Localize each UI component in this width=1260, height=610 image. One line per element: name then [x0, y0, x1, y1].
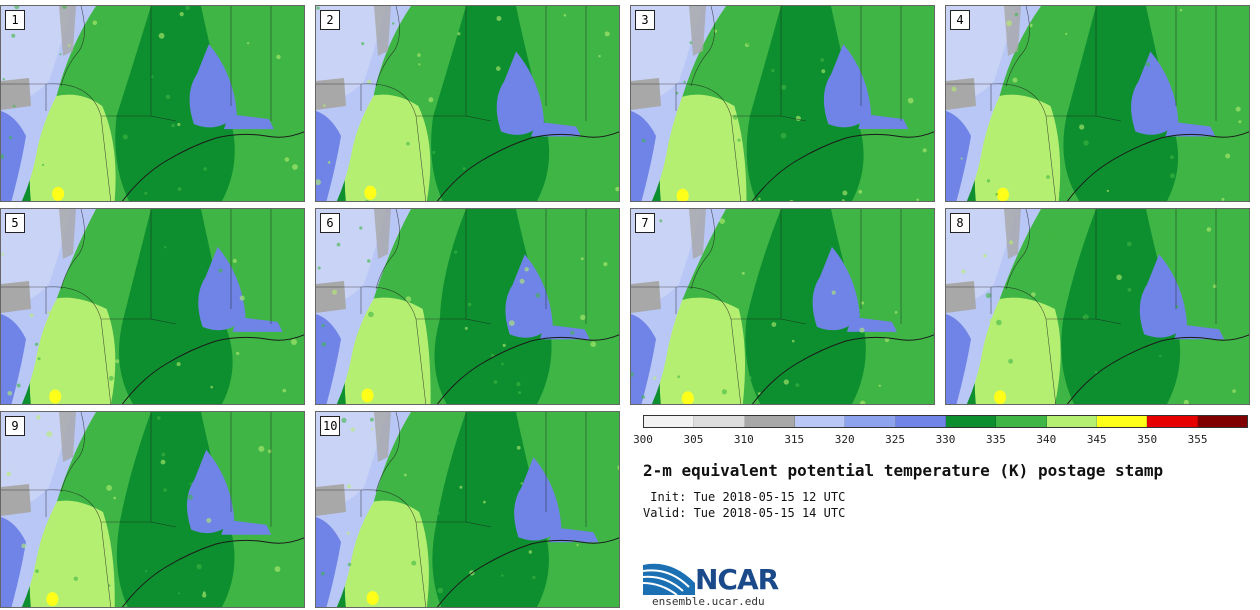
- member-map-panel: 7: [630, 208, 935, 405]
- colorbar-tick-label: 310: [733, 433, 754, 446]
- member-map-panel: 6: [315, 208, 620, 405]
- colorbar-segment: [945, 416, 997, 427]
- member-number-label: 6: [320, 213, 340, 233]
- member-map-panel: 2: [315, 5, 620, 202]
- member-number-label: 8: [950, 213, 970, 233]
- colorbar-tick-label: 320: [834, 433, 855, 446]
- colorbar-tick-label: 345: [1086, 433, 1107, 446]
- colorbar-segment: [1096, 416, 1148, 427]
- member-number-label: 1: [5, 10, 25, 30]
- member-map-panel: 10: [315, 411, 620, 608]
- colorbar-tick-label: 355: [1187, 433, 1208, 446]
- member-number-label: 4: [950, 10, 970, 30]
- colorbar-segment: [895, 416, 946, 427]
- colorbar-tick-label: 340: [1036, 433, 1057, 446]
- colorbar-segment: [1197, 416, 1247, 427]
- member-map-panel: 9: [0, 411, 305, 608]
- colorbar-tick-label: 305: [683, 433, 704, 446]
- colorbar: [643, 415, 1248, 428]
- colorbar-segment: [996, 416, 1047, 427]
- member-number-label: 3: [635, 10, 655, 30]
- colorbar-segment: [694, 416, 745, 427]
- colorbar-segment: [744, 416, 795, 427]
- member-number-label: 10: [320, 416, 341, 436]
- colorbar-segment: [794, 416, 846, 427]
- member-number-label: 2: [320, 10, 340, 30]
- figure-title: 2-m equivalent potential temperature (K)…: [643, 461, 1164, 480]
- member-map-panel: 8: [945, 208, 1250, 405]
- colorbar-tick-label: 350: [1137, 433, 1158, 446]
- ncar-logo-icon: [643, 563, 695, 596]
- logo-name: NCAR: [695, 563, 779, 596]
- member-number-label: 9: [5, 416, 25, 436]
- member-number-label: 7: [635, 213, 655, 233]
- colorbar-tick-label: 300: [633, 433, 653, 446]
- member-map-panel: 1: [0, 5, 305, 202]
- colorbar-segment: [845, 416, 896, 427]
- member-number-label: 5: [5, 213, 25, 233]
- colorbar-segment: [1046, 416, 1097, 427]
- colorbar-segment: [1147, 416, 1198, 427]
- colorbar-ticks: 300 305 310 315 320 325 330 335 340 345 350 355: [633, 433, 1248, 447]
- init-time: Init: Tue 2018-05-15 12 UTC: [643, 490, 846, 504]
- member-map-panel: 5: [0, 208, 305, 405]
- logo-url: ensemble.ucar.edu: [652, 595, 765, 608]
- colorbar-tick-label: 330: [935, 433, 956, 446]
- colorbar-segment: [644, 416, 695, 427]
- valid-time: Valid: Tue 2018-05-15 14 UTC: [643, 506, 846, 520]
- colorbar-tick-label: 315: [784, 433, 805, 446]
- run-info: Init: Tue 2018-05-15 12 UTC Valid: Tue 2…: [643, 489, 845, 521]
- member-map-panel: 4: [945, 5, 1250, 202]
- colorbar-tick-label: 325: [885, 433, 906, 446]
- member-map-panel: 3: [630, 5, 935, 202]
- colorbar-tick-label: 335: [985, 433, 1006, 446]
